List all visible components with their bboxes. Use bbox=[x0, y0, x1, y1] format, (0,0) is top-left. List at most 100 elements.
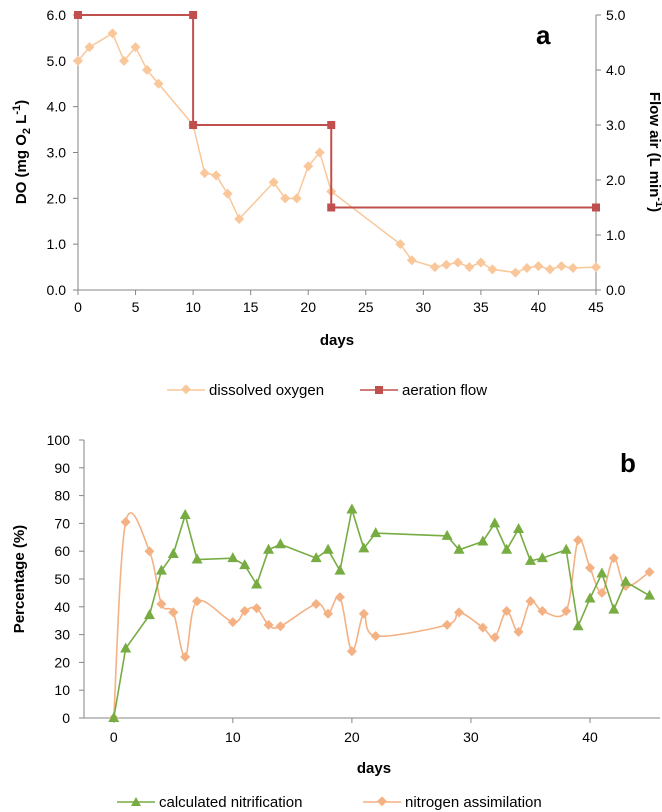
tick-label: 20 bbox=[300, 299, 316, 315]
tick-label: 70 bbox=[54, 515, 70, 531]
b-point-nitrogen-assimilation bbox=[144, 546, 155, 557]
chart-panel-a: 0.0 1.0 2.0 3.0 4.0 5.0 6.0 0.0 1.0 2.0 3.0 4.0 5.0… bbox=[11, 7, 662, 399]
a-legend-label-flow: aeration flow bbox=[402, 382, 487, 399]
a-legend: dissolved oxygen aeration flow bbox=[167, 382, 487, 399]
tick-label: 40 bbox=[582, 729, 598, 745]
tick-label: 4.0 bbox=[47, 99, 67, 115]
a-point-aeration-flow bbox=[327, 121, 336, 129]
a-legend-label-do: dissolved oxygen bbox=[209, 382, 324, 399]
tick-label: 0 bbox=[74, 299, 82, 315]
tick-label: 30 bbox=[416, 299, 432, 315]
a-point-dissolved-oxygen bbox=[211, 170, 222, 181]
tick-label: 30 bbox=[54, 627, 70, 643]
tick-label: 6.0 bbox=[47, 7, 67, 23]
b-point-calculated-nitrification bbox=[501, 543, 513, 554]
b-x-tick-labels: 0 10 20 30 40 bbox=[110, 718, 598, 745]
a-point-dissolved-oxygen bbox=[464, 262, 475, 273]
b-point-nitrogen-assimilation bbox=[168, 607, 179, 618]
a-point-dissolved-oxygen bbox=[544, 264, 555, 275]
a-point-dissolved-oxygen bbox=[487, 264, 498, 275]
b-point-nitrogen-assimilation bbox=[370, 630, 381, 641]
a-point-aeration-flow bbox=[74, 11, 82, 19]
b-point-calculated-nitrification bbox=[227, 552, 239, 563]
b-point-calculated-nitrification bbox=[179, 509, 191, 520]
b-point-calculated-nitrification bbox=[263, 543, 275, 554]
b-point-calculated-nitrification bbox=[239, 559, 251, 570]
tick-label: 3.0 bbox=[47, 145, 67, 161]
b-point-nitrogen-assimilation bbox=[275, 621, 286, 632]
tick-label: 20 bbox=[344, 729, 360, 745]
b-point-calculated-nitrification bbox=[346, 503, 358, 514]
tick-label: 50 bbox=[54, 571, 70, 587]
b-point-nitrogen-assimilation bbox=[311, 599, 322, 610]
tick-label: 0 bbox=[62, 710, 70, 726]
a-point-dissolved-oxygen bbox=[84, 42, 95, 53]
b-point-nitrogen-assimilation bbox=[192, 596, 203, 607]
b-legend-label-nitrification: calculated nitrification bbox=[159, 794, 302, 811]
b-point-calculated-nitrification bbox=[477, 535, 489, 546]
b-point-nitrogen-assimilation bbox=[644, 567, 655, 578]
b-point-calculated-nitrification bbox=[596, 567, 608, 578]
b-legend-item-assimilation: nitrogen assimilation bbox=[363, 794, 542, 811]
b-point-nitrogen-assimilation bbox=[251, 603, 262, 614]
b-point-calculated-nitrification bbox=[513, 522, 525, 533]
a-point-dissolved-oxygen bbox=[314, 147, 325, 158]
b-point-nitrogen-assimilation bbox=[596, 587, 607, 598]
a-line-aeration-flow bbox=[78, 14, 596, 209]
b-point-nitrogen-assimilation bbox=[537, 605, 548, 616]
a-point-dissolved-oxygen bbox=[591, 262, 601, 273]
b-y-tick-labels: 0 10 20 30 40 50 60 70 80 90 100 bbox=[47, 432, 84, 726]
tick-label: 35 bbox=[473, 299, 489, 315]
tick-label: 60 bbox=[54, 543, 70, 559]
a-point-dissolved-oxygen bbox=[533, 261, 544, 272]
a-point-dissolved-oxygen bbox=[130, 42, 141, 53]
a-panel-label: a bbox=[536, 20, 551, 50]
a-y2-axis-title: Flow air (L min-1) bbox=[646, 92, 662, 212]
a-point-dissolved-oxygen bbox=[199, 168, 210, 179]
b-line-nitrogen-assimilation bbox=[112, 512, 650, 719]
b-point-nitrogen-assimilation bbox=[346, 646, 357, 657]
b-legend-item-nitrification: calculated nitrification bbox=[117, 794, 302, 811]
a-point-dissolved-oxygen bbox=[429, 262, 440, 273]
a-point-aeration-flow bbox=[327, 203, 336, 212]
a-x-tick-labels: 0 5 10 15 20 25 30 35 40 45 bbox=[74, 290, 604, 315]
a-point-dissolved-oxygen bbox=[107, 28, 118, 39]
tick-label: 1.0 bbox=[606, 227, 626, 243]
tick-label: 100 bbox=[47, 432, 71, 448]
b-point-nitrogen-assimilation bbox=[525, 596, 536, 607]
b-point-calculated-nitrification bbox=[358, 542, 370, 553]
b-point-calculated-nitrification bbox=[620, 575, 632, 586]
a-point-dissolved-oxygen bbox=[73, 55, 83, 66]
b-point-nitrogen-assimilation bbox=[323, 608, 334, 619]
b-point-nitrogen-assimilation bbox=[477, 622, 488, 633]
a-left-tick-labels: 0.0 1.0 2.0 3.0 4.0 5.0 6.0 bbox=[47, 7, 78, 298]
tick-label: 0.0 bbox=[47, 282, 67, 298]
tick-label: 3.0 bbox=[606, 117, 626, 133]
tick-label: 2.0 bbox=[606, 172, 626, 188]
b-point-nitrogen-assimilation bbox=[239, 605, 250, 616]
b-point-calculated-nitrification bbox=[536, 552, 548, 563]
tick-label: 2.0 bbox=[47, 190, 67, 206]
a-point-dissolved-oxygen bbox=[441, 259, 452, 270]
b-legend-label-assimilation: nitrogen assimilation bbox=[405, 794, 542, 811]
a-point-dissolved-oxygen bbox=[395, 239, 406, 250]
a-point-dissolved-oxygen bbox=[452, 257, 463, 268]
tick-label: 10 bbox=[185, 299, 201, 315]
tick-label: 25 bbox=[358, 299, 374, 315]
b-point-calculated-nitrification bbox=[310, 552, 322, 563]
b-point-calculated-nitrification bbox=[489, 517, 501, 528]
b-point-calculated-nitrification bbox=[167, 547, 179, 558]
b-point-nitrogen-assimilation bbox=[513, 626, 524, 637]
tick-label: 1.0 bbox=[47, 236, 67, 252]
b-y-axis-title: Percentage (%) bbox=[11, 525, 28, 633]
a-series-aeration-flow bbox=[74, 11, 600, 212]
tick-label: 5.0 bbox=[47, 53, 67, 69]
b-point-calculated-nitrification bbox=[572, 620, 584, 631]
b-x-axis-title: days bbox=[357, 760, 391, 777]
b-point-nitrogen-assimilation bbox=[156, 599, 167, 610]
b-point-calculated-nitrification bbox=[644, 589, 656, 600]
b-line-calculated-nitrification bbox=[112, 509, 650, 719]
b-point-nitrogen-assimilation bbox=[454, 607, 465, 618]
b-series-calculated-nitrification bbox=[108, 503, 656, 722]
